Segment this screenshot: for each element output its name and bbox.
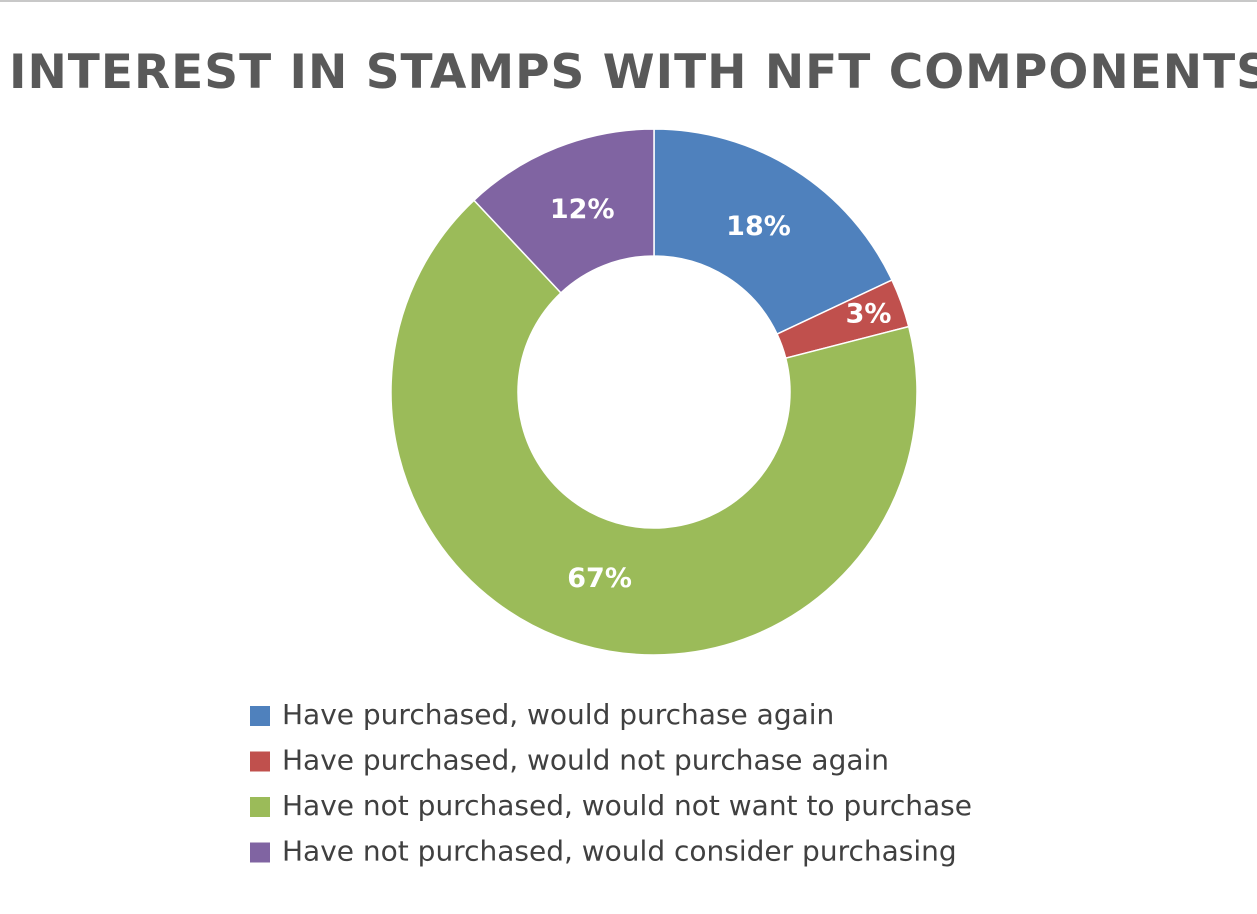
data-label: 18% [726, 211, 791, 242]
legend-label: Have purchased, would not purchase again [282, 744, 889, 777]
donut-segment [653, 128, 893, 336]
legend-swatch [250, 842, 270, 863]
legend-swatch [250, 751, 270, 772]
chart-title: INTEREST IN STAMPS WITH NFT COMPONENTS [9, 45, 1257, 100]
donut-segment [390, 199, 918, 656]
data-label: 3% [846, 298, 892, 329]
data-label: 12% [550, 194, 615, 225]
legend-label: Have purchased, would purchase again [282, 698, 834, 731]
legend-swatch [250, 706, 270, 726]
data-label: 67% [567, 563, 632, 594]
legend-label: Have not purchased, would not want to pu… [282, 789, 972, 822]
legend-swatch [250, 797, 270, 817]
donut-segment [472, 128, 655, 294]
legend-label: Have not purchased, would consider purch… [282, 835, 957, 868]
